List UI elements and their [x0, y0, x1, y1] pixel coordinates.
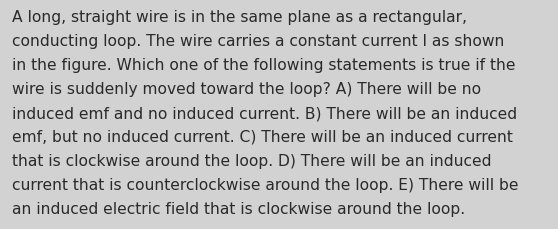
Text: an induced electric field that is clockwise around the loop.: an induced electric field that is clockw…: [12, 201, 465, 216]
Text: wire is suddenly moved toward the loop? A) There will be no: wire is suddenly moved toward the loop? …: [12, 82, 482, 97]
Text: emf, but no induced current. C) There will be an induced current: emf, but no induced current. C) There wi…: [12, 129, 513, 144]
Text: that is clockwise around the loop. D) There will be an induced: that is clockwise around the loop. D) Th…: [12, 153, 492, 168]
Text: A long, straight wire is in the same plane as a rectangular,: A long, straight wire is in the same pla…: [12, 10, 467, 25]
Text: in the figure. Which one of the following statements is true if the: in the figure. Which one of the followin…: [12, 58, 516, 73]
Text: induced emf and no induced current. B) There will be an induced: induced emf and no induced current. B) T…: [12, 106, 517, 120]
Text: current that is counterclockwise around the loop. E) There will be: current that is counterclockwise around …: [12, 177, 519, 192]
Text: conducting loop. The wire carries a constant current I as shown: conducting loop. The wire carries a cons…: [12, 34, 504, 49]
